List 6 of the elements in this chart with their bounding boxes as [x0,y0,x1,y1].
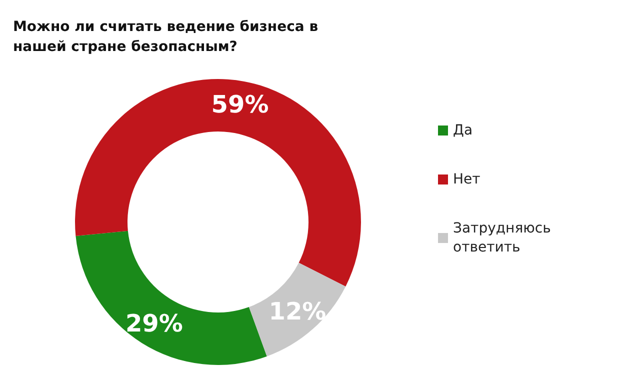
data-label: 29% [125,309,183,338]
data-label: 59% [211,90,269,118]
legend-label: Затрудняюсь ответить [453,220,551,256]
chart-title: Можно ли считать ведение бизнеса в нашей стране безопасным? [13,19,323,55]
legend-label: Нет [453,172,480,188]
legend-label: Да [453,122,473,138]
